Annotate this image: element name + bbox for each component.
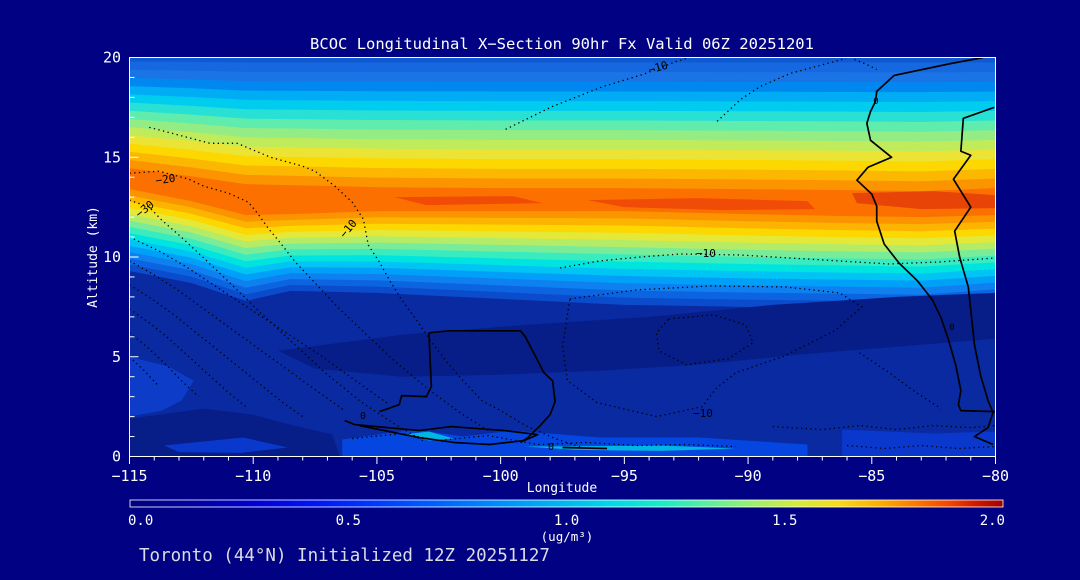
- colorbar-tick-label: 0.0: [128, 513, 153, 529]
- x-axis-label: Longitude: [527, 481, 598, 496]
- x-tick-label: −80: [982, 467, 1009, 485]
- x-tick-label: −115: [111, 467, 147, 485]
- solid-contour-line: [379, 332, 433, 413]
- cyan-sliver-2: [525, 445, 736, 451]
- contour-label: 0: [548, 442, 554, 453]
- contour-label: 0: [873, 97, 878, 107]
- bright-wedge-left: [129, 356, 194, 417]
- y-axis-label: Altitude (km): [86, 206, 101, 308]
- dotted-contour-line: [129, 170, 489, 432]
- x-tick-label: −85: [858, 467, 885, 485]
- x-tick-label: −105: [359, 467, 395, 485]
- solid-contour-line: [344, 419, 539, 446]
- dotted-contour-line: [505, 57, 691, 130]
- dark-midlevel-band: [277, 292, 996, 377]
- y-tick-label: 20: [103, 49, 121, 67]
- y-tick-label: 0: [112, 448, 121, 466]
- contour-label: −10: [647, 59, 670, 77]
- solid-contour-line: [562, 446, 608, 450]
- dotted-contour-line: [859, 352, 942, 410]
- chart-title: BCOC Longitudinal X−Section 90hr Fx Vali…: [310, 35, 814, 53]
- contour-label: −10: [696, 247, 716, 260]
- contour-label: −10: [693, 407, 713, 420]
- dotted-contour-line: [129, 308, 249, 410]
- colorbar: 0.0 0.5 1.0 1.5 2.0 (ug/m³): [128, 499, 1005, 544]
- red-core-3: [851, 191, 996, 210]
- colorbar-gradient-bar: [129, 499, 1004, 508]
- solid-contour-line: [856, 57, 996, 413]
- contour-label: 0: [949, 323, 954, 333]
- footer-annotation: Toronto (44°N) Initialized 12Z 20251127: [139, 546, 550, 566]
- dotted-contour-line: [561, 285, 863, 418]
- dotted-contour-line: [129, 260, 346, 412]
- colorbar-tick-label: 1.5: [772, 513, 797, 529]
- contour-lines: [129, 57, 996, 450]
- contour-label: −20: [155, 172, 176, 188]
- dotted-contour-line: [129, 332, 200, 398]
- red-core-1: [394, 196, 543, 206]
- solid-contour-line: [428, 329, 556, 444]
- y-tick-label: 5: [112, 348, 121, 366]
- dotted-contour-line: [716, 57, 846, 122]
- y-tick-label: 10: [103, 248, 121, 266]
- x-tick-label: −100: [483, 467, 519, 485]
- contour-label: 0: [360, 411, 366, 422]
- x-tick-label: −90: [735, 467, 762, 485]
- colorbar-tick-label: 0.5: [336, 513, 361, 529]
- bottom-wedge: [164, 437, 288, 453]
- solid-contour-line: [952, 106, 995, 446]
- contour-field: [129, 57, 996, 457]
- y-tick-label: 15: [103, 148, 121, 166]
- x-tick-label: −110: [235, 467, 271, 485]
- colorbar-units: (ug/m³): [541, 529, 594, 544]
- colorbar-tick-labels: 0.0 0.5 1.0 1.5 2.0: [128, 513, 1005, 529]
- axes-frame: [129, 57, 996, 464]
- colorbar-tick-label: 2.0: [980, 513, 1005, 529]
- bright-bottom-right: [842, 429, 996, 457]
- cyan-sliver-1: [404, 431, 454, 441]
- contour-band: [129, 57, 996, 63]
- dotted-contour-line: [655, 314, 754, 366]
- x-tick-label: −95: [611, 467, 638, 485]
- red-core-2: [587, 198, 815, 211]
- colorbar-tick-label: 1.0: [554, 513, 579, 529]
